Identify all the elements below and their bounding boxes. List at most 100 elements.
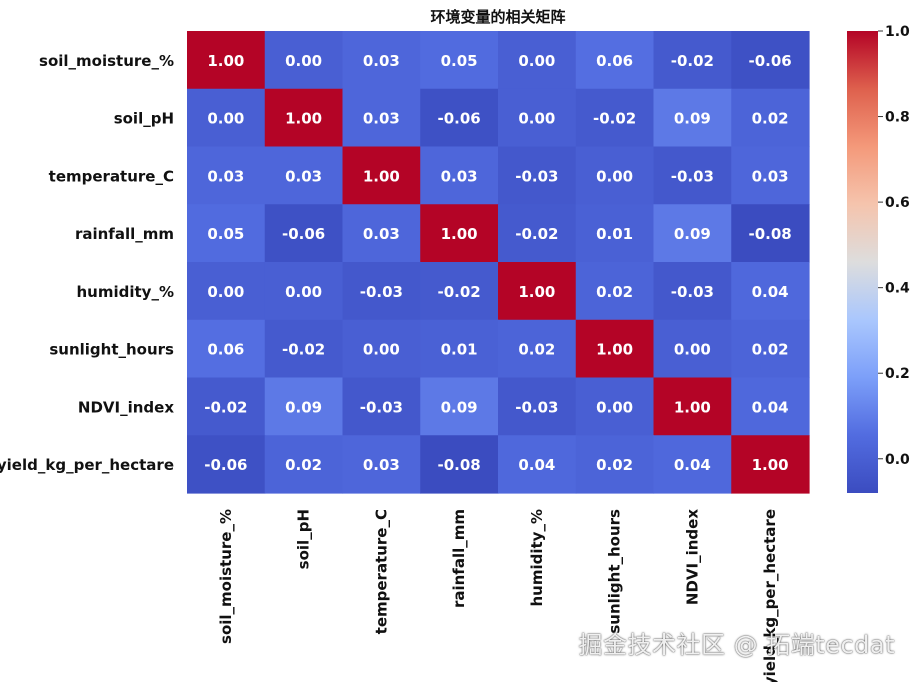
cell-value-1-6: 0.09 [674, 110, 711, 128]
cell-value-4-2: -0.03 [360, 283, 403, 301]
heatmap-cell-0-4 [498, 31, 577, 90]
cell-value-0-2: 0.03 [363, 52, 400, 70]
heatmap-cell-1-3 [420, 88, 499, 148]
cell-value-0-7: -0.06 [749, 52, 792, 70]
cell-value-2-3: 0.03 [441, 167, 478, 185]
row-label-ndvi-index: NDVI_index [78, 398, 174, 416]
cell-value-2-0: 0.03 [207, 167, 244, 185]
heatmap-cell-1-2 [342, 88, 421, 148]
colorbar-tick-label: 0.6 [885, 195, 910, 211]
heatmap-cell-4-1 [264, 262, 344, 321]
colorbar [847, 31, 878, 493]
heatmap-cell-4-3 [420, 262, 499, 321]
cell-value-2-1: 0.03 [285, 167, 322, 185]
cell-value-6-3: 0.09 [441, 398, 478, 416]
heatmap-cell-2-0 [187, 146, 266, 205]
cell-value-4-4: 1.00 [518, 283, 555, 301]
cell-value-0-6: -0.02 [671, 52, 714, 70]
cell-value-7-1: 0.02 [285, 456, 322, 474]
cell-value-7-7: 1.00 [752, 456, 789, 474]
colorbar-tick-label: 0.4 [885, 281, 910, 297]
row-label-humidity: humidity_% [77, 283, 175, 301]
cell-value-6-6: 1.00 [674, 398, 711, 416]
heatmap-cell-6-6 [653, 377, 732, 436]
heatmap-cell-4-7 [731, 262, 810, 321]
heatmap-cell-1-0 [187, 88, 266, 148]
heatmap-cell-7-6 [653, 435, 732, 494]
colorbar-tick-label: 0.8 [885, 110, 910, 126]
heatmap-cell-0-5 [575, 31, 655, 90]
heatmap-cell-5-6 [653, 319, 732, 379]
heatmap-cell-7-3 [420, 435, 499, 494]
heatmap-cell-5-4 [498, 319, 577, 379]
heatmap-cell-5-5 [575, 319, 655, 379]
col-label-soil-ph: soil_pH [295, 509, 313, 569]
heatmap-cell-3-0 [187, 204, 266, 263]
heatmap-cell-5-1 [264, 319, 344, 379]
colorbar-tick-label: 0.0 [885, 452, 910, 468]
watermark-text: 掘金技术社区 @ 拓端tecdat [578, 631, 895, 659]
cell-value-7-0: -0.06 [204, 456, 247, 474]
col-label-yield-kg-per-hectare: yield_kg_per_hectare [761, 509, 779, 682]
heatmap-cell-0-6 [653, 31, 732, 90]
col-label-temperature-c: temperature_C [372, 509, 390, 634]
cell-value-4-3: -0.02 [438, 283, 481, 301]
heatmap-cell-3-3 [420, 204, 499, 263]
heatmap-cell-3-5 [575, 204, 655, 263]
cell-value-5-0: 0.06 [207, 341, 244, 359]
cell-value-7-5: 0.02 [596, 456, 633, 474]
heatmap-cell-2-7 [731, 146, 810, 205]
heatmap-cell-6-5 [575, 377, 655, 436]
cell-value-3-0: 0.05 [207, 225, 244, 243]
cell-value-2-5: 0.00 [596, 167, 633, 185]
cell-value-4-0: 0.00 [207, 283, 244, 301]
heatmap-cell-5-0 [187, 319, 266, 379]
cell-value-0-4: 0.00 [518, 52, 555, 70]
cell-value-3-6: 0.09 [674, 225, 711, 243]
cell-value-1-7: 0.02 [752, 110, 789, 128]
heatmap-cell-5-2 [342, 319, 421, 379]
heatmap-cell-3-4 [498, 204, 577, 263]
cell-value-0-5: 0.06 [596, 52, 633, 70]
cell-value-3-3: 1.00 [441, 225, 478, 243]
cell-value-5-4: 0.02 [518, 341, 555, 359]
heatmap-cell-7-7 [731, 435, 810, 494]
cell-value-3-1: -0.06 [282, 225, 325, 243]
colorbar-tick-label: 1.0 [885, 24, 910, 40]
heatmap-cell-6-1 [264, 377, 344, 436]
row-label-sunlight-hours: sunlight_hours [49, 341, 174, 359]
heatmap-cell-4-2 [342, 262, 421, 321]
row-label-rainfall-mm: rainfall_mm [75, 225, 174, 243]
colorbar-tick-label: 0.2 [885, 366, 910, 382]
heatmap-cell-2-1 [264, 146, 344, 205]
heatmap-cell-4-0 [187, 262, 266, 321]
heatmap-cell-2-3 [420, 146, 499, 205]
cell-value-5-5: 1.00 [596, 341, 633, 359]
heatmap-cell-3-6 [653, 204, 732, 263]
cell-value-3-4: -0.02 [515, 225, 558, 243]
heatmap-cell-2-2 [342, 146, 421, 205]
cell-value-4-7: 0.04 [752, 283, 789, 301]
heatmap-cell-3-2 [342, 204, 421, 263]
heatmap-cell-4-4 [498, 262, 577, 321]
heatmap-cell-7-2 [342, 435, 421, 494]
cell-value-1-1: 1.00 [285, 110, 322, 128]
heatmap-cell-0-1 [264, 31, 344, 90]
cell-value-2-6: -0.03 [671, 167, 714, 185]
cell-value-5-3: 0.01 [441, 341, 478, 359]
heatmap-cell-5-7 [731, 319, 810, 379]
cell-value-4-1: 0.00 [285, 283, 322, 301]
heatmap-cell-1-5 [575, 88, 655, 148]
cell-value-1-0: 0.00 [207, 110, 244, 128]
heatmap-cell-6-0 [187, 377, 266, 436]
heatmap-cell-6-3 [420, 377, 499, 436]
cell-value-5-6: 0.00 [674, 341, 711, 359]
cell-value-7-2: 0.03 [363, 456, 400, 474]
heatmap-cell-7-4 [498, 435, 577, 494]
cell-value-3-7: -0.08 [749, 225, 792, 243]
heatmap-cell-2-5 [575, 146, 655, 205]
col-label-soil-moisture: soil_moisture_% [217, 509, 235, 644]
heatmap-cell-7-0 [187, 435, 266, 494]
heatmap-cell-3-1 [264, 204, 344, 263]
